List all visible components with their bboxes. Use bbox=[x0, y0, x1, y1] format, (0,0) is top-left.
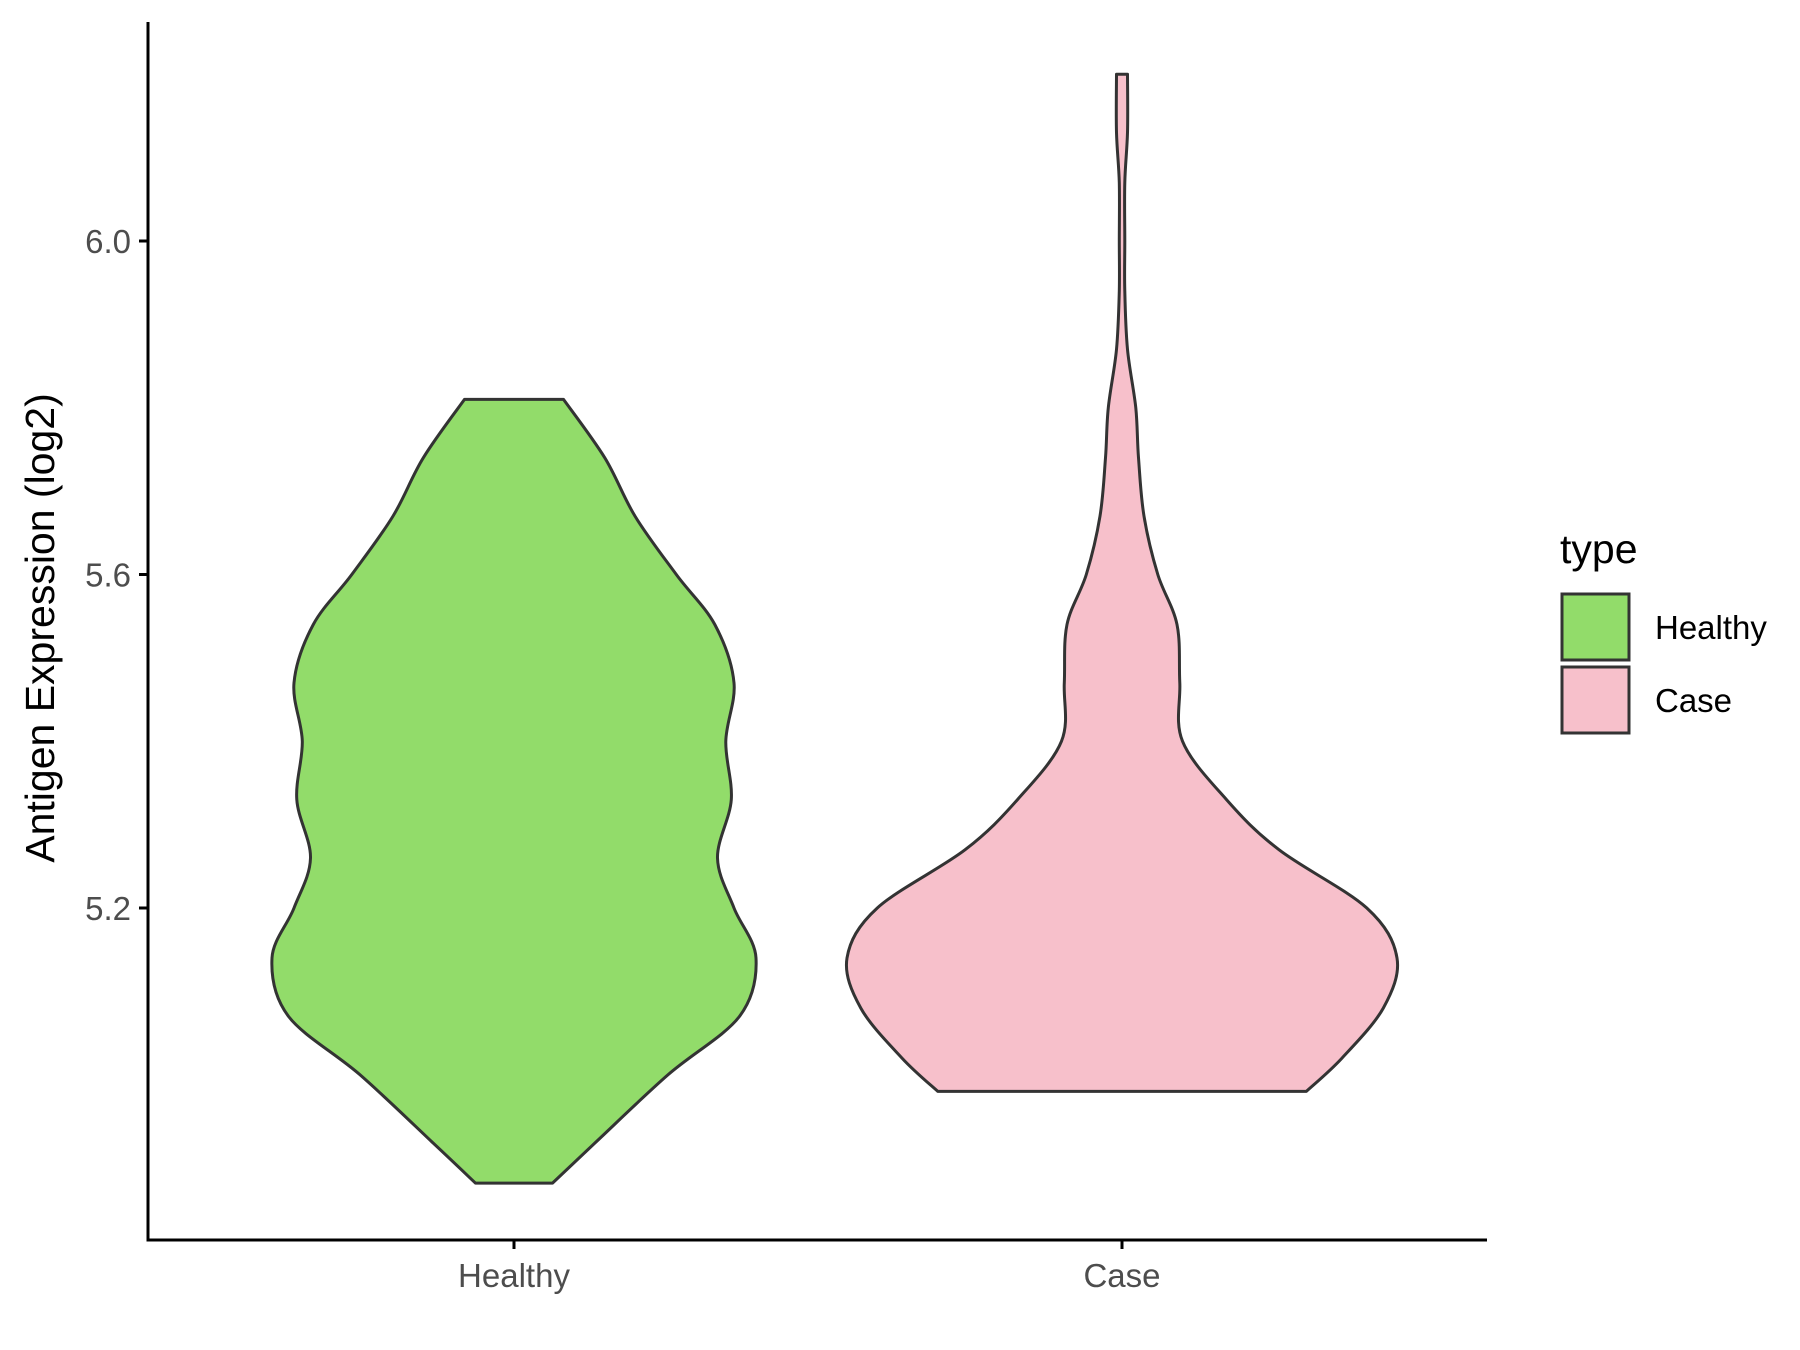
y-tick-label: 6.0 bbox=[85, 223, 131, 260]
violin-case bbox=[844, 72, 1400, 1093]
x-axis-ticks: Healthy Case bbox=[458, 1240, 1161, 1294]
legend-label-healthy: Healthy bbox=[1655, 609, 1767, 646]
legend: type Healthy Case bbox=[1560, 526, 1767, 735]
y-tick-label: 5.2 bbox=[85, 890, 131, 927]
legend-title: type bbox=[1560, 526, 1638, 572]
y-tick-label: 5.6 bbox=[85, 557, 131, 594]
legend-key-healthy bbox=[1560, 592, 1631, 662]
y-axis-title: Antigen Expression (log2) bbox=[17, 393, 63, 862]
x-tick-label: Case bbox=[1083, 1257, 1160, 1294]
y-axis-ticks: 5.2 5.6 6.0 bbox=[85, 223, 148, 927]
x-tick-label: Healthy bbox=[458, 1257, 570, 1294]
legend-label-case: Case bbox=[1655, 682, 1732, 719]
violin-layer bbox=[270, 72, 1400, 1185]
legend-key-case bbox=[1560, 665, 1631, 735]
violin-healthy bbox=[270, 397, 758, 1185]
